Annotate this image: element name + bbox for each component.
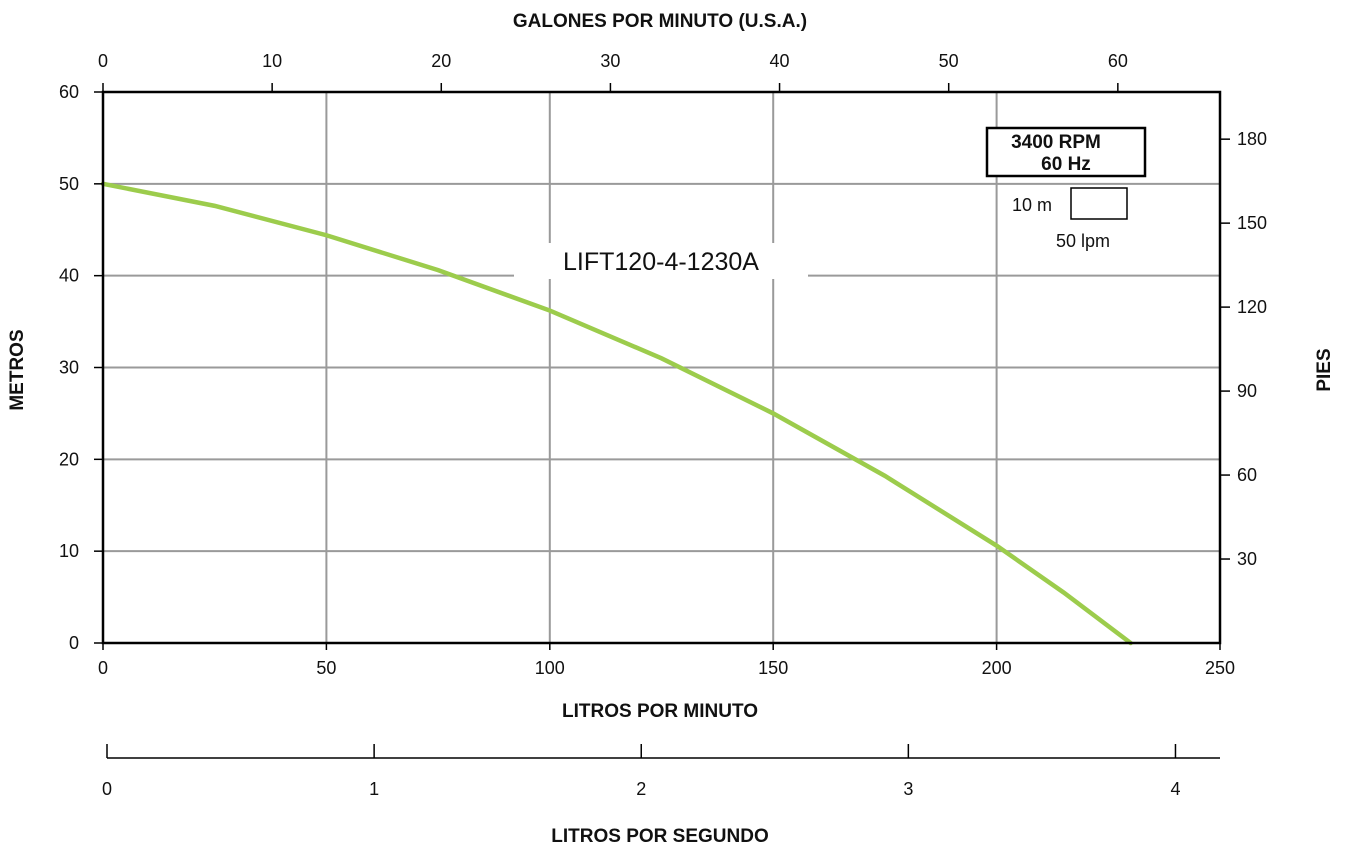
x2-tick-label: 0 — [98, 51, 108, 71]
right-axis-title: PIES — [1314, 348, 1335, 391]
y-tick-label: 20 — [59, 449, 79, 469]
x-tick-label: 0 — [98, 658, 108, 678]
x-tick-label: 200 — [982, 658, 1012, 678]
y-tick-label: 60 — [59, 82, 79, 102]
x-tick-label: 250 — [1205, 658, 1235, 678]
x2-tick-label: 40 — [770, 51, 790, 71]
y2-tick-label: 30 — [1237, 549, 1257, 569]
x3-tick-label: 3 — [903, 779, 913, 799]
scale-box — [1070, 187, 1128, 220]
x-tick-label: 100 — [535, 658, 565, 678]
curve-label: LIFT120-4-1230A — [563, 248, 759, 276]
x-tick-label: 150 — [758, 658, 788, 678]
rpm-label: 3400 RPM — [1011, 132, 1101, 153]
y2-tick-label: 180 — [1237, 129, 1267, 149]
y2-tick-label: 60 — [1237, 465, 1257, 485]
scale-horizontal-label: 50 lpm — [1056, 231, 1110, 251]
curve-label-bg — [514, 243, 808, 279]
y-tick-label: 50 — [59, 174, 79, 194]
x3-tick-label: 0 — [102, 779, 112, 799]
bottom-axis-title: LITROS POR MINUTO — [562, 701, 758, 722]
x-tick-label: 50 — [316, 658, 336, 678]
scale-legend-bg — [998, 186, 1148, 254]
x3-tick-label: 2 — [636, 779, 646, 799]
y-tick-label: 40 — [59, 266, 79, 286]
x3-tick-label: 1 — [369, 779, 379, 799]
y-tick-label: 30 — [59, 358, 79, 378]
x2-tick-label: 30 — [600, 51, 620, 71]
y2-tick-label: 150 — [1237, 213, 1267, 233]
left-axis-title: METROS — [7, 329, 28, 410]
top-axis-title: GALONES POR MINUTO (U.S.A.) — [513, 11, 807, 32]
x3-tick-label: 4 — [1170, 779, 1180, 799]
lps-axis-title: LITROS POR SEGUNDO — [551, 826, 768, 847]
x2-tick-label: 50 — [939, 51, 959, 71]
y2-tick-label: 90 — [1237, 381, 1257, 401]
y-tick-label: 0 — [69, 633, 79, 653]
x2-tick-label: 60 — [1108, 51, 1128, 71]
grid-lines — [103, 92, 1220, 643]
performance-curve — [100, 181, 1133, 646]
scale-vertical-label: 10 m — [1012, 195, 1052, 215]
frequency-label: 60 Hz — [1041, 154, 1091, 175]
x2-tick-label: 10 — [262, 51, 282, 71]
x2-tick-label: 20 — [431, 51, 451, 71]
rpm-box — [985, 126, 1147, 178]
y-tick-label: 10 — [59, 541, 79, 561]
curve-layer — [100, 181, 1133, 646]
y2-tick-label: 120 — [1237, 297, 1267, 317]
